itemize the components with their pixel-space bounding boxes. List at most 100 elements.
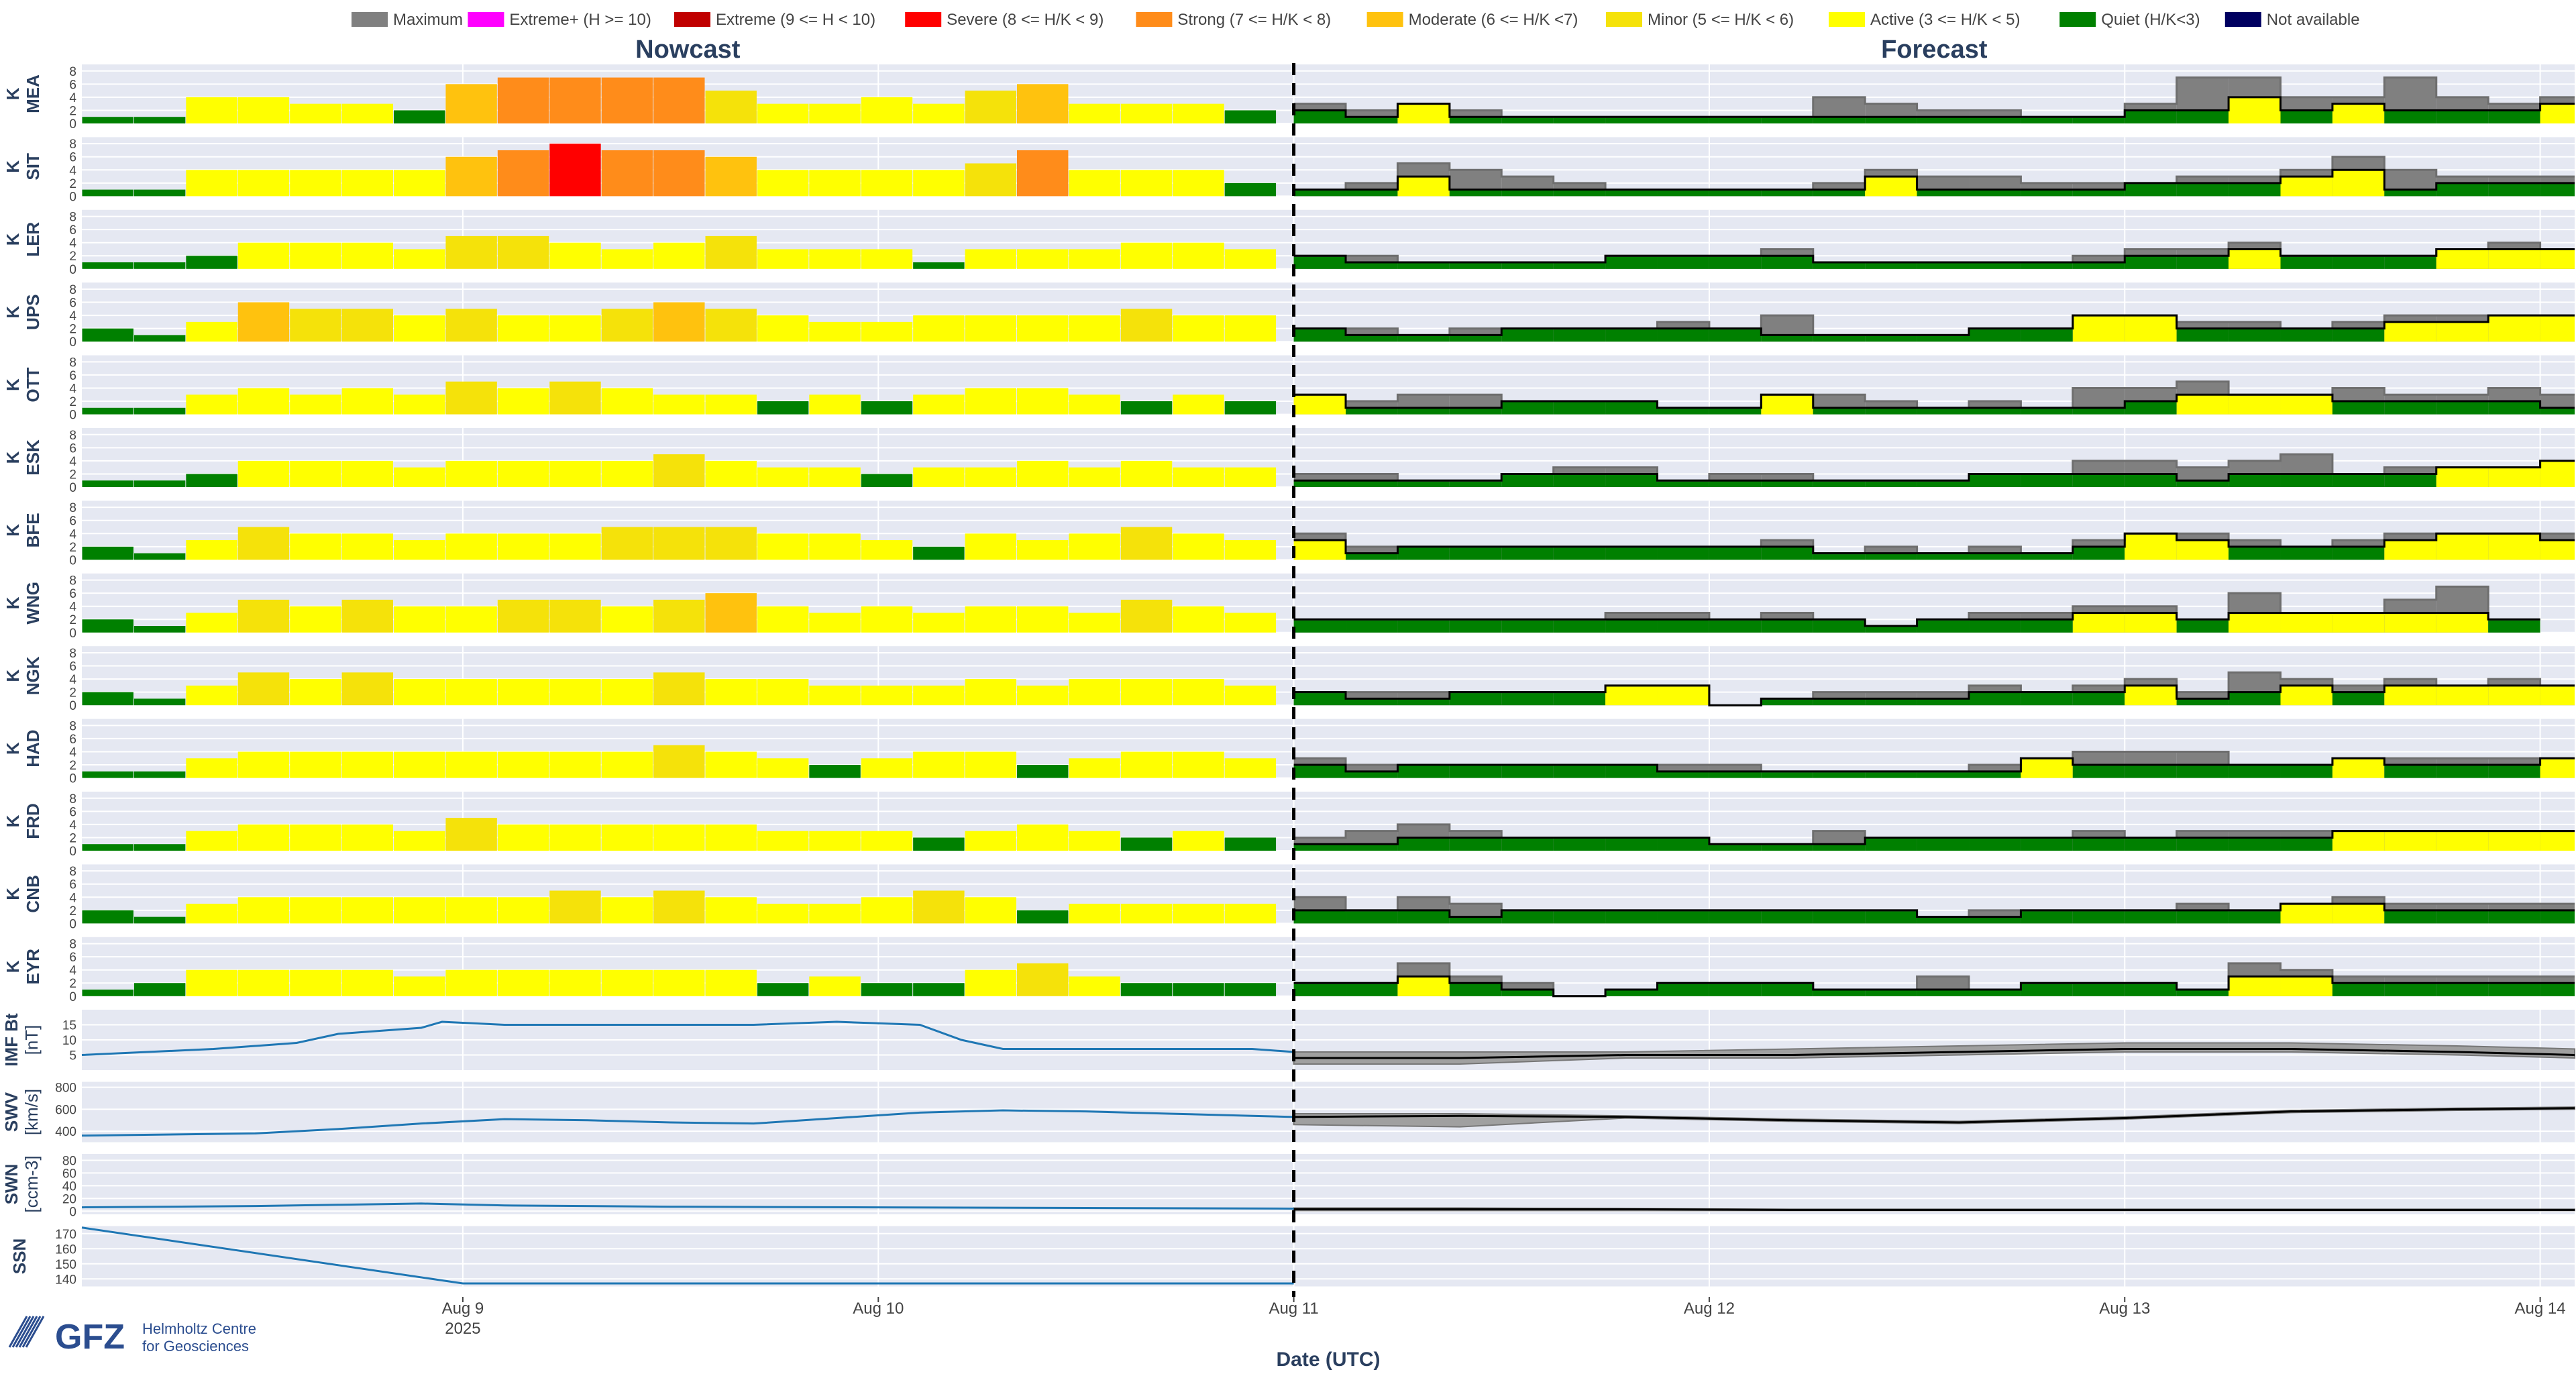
nowcast-bar (653, 77, 705, 123)
forecast-median-bar (2072, 474, 2125, 487)
nowcast-bar (394, 467, 445, 487)
nowcast-bar (237, 672, 290, 706)
forecast-median-bar (1346, 335, 1398, 342)
nowcast-bar (186, 170, 237, 197)
forecast-median-bar (1605, 910, 1658, 924)
forecast-median-bar (1813, 771, 1866, 778)
nowcast-bar (290, 103, 341, 123)
forecast-median-bar (1346, 553, 1398, 560)
nowcast-bar (1069, 976, 1120, 996)
forecast-median-bar (1761, 698, 1813, 706)
nowcast-bar (757, 533, 809, 560)
nowcast-bar (601, 77, 653, 123)
y-tick-label: 0 (69, 263, 76, 277)
forecast-header: Forecast (1881, 36, 1988, 64)
y-tick-label: 0 (69, 990, 76, 1004)
y-tick-label: 40 (62, 1179, 76, 1194)
nowcast-bar (186, 97, 237, 123)
nowcast-bar (290, 242, 341, 269)
y-axis-label-line: ESK (23, 439, 43, 476)
forecast-median-bar (2332, 613, 2385, 633)
nowcast-bar (497, 315, 549, 342)
forecast-median-bar (2280, 546, 2332, 560)
nowcast-bar (1224, 837, 1277, 851)
nowcast-bar (341, 897, 393, 924)
forecast-median-bar (1969, 771, 2021, 778)
nowcast-bar (913, 751, 965, 778)
nowcast-bar (705, 394, 757, 415)
forecast-median-bar (1761, 771, 1813, 778)
forecast-median-bar (2125, 401, 2177, 415)
y-axis-label-line: UPS (23, 294, 43, 329)
nowcast-bar (394, 679, 445, 706)
y-tick-label: 2 (69, 104, 76, 118)
forecast-median-bar (1969, 117, 2021, 123)
nowcast-bar (394, 976, 445, 996)
y-tick-label: 4 (69, 600, 76, 615)
forecast-median-bar (2229, 613, 2281, 633)
forecast-median-bar (1501, 262, 1554, 269)
nowcast-bar (290, 969, 341, 996)
nowcast-bar (1120, 401, 1173, 415)
forecast-median-bar (1709, 117, 1762, 123)
nowcast-bar (237, 969, 290, 996)
forecast-median-bar (1761, 256, 1813, 269)
logo-stripe (18, 1316, 38, 1348)
y-axis-label-line: SWN (1, 1164, 21, 1205)
nowcast-bar (549, 242, 601, 269)
nowcast-bar (133, 335, 186, 342)
forecast-median-bar (2072, 315, 2125, 342)
y-tick-label: 6 (69, 587, 76, 601)
nowcast-bar (601, 460, 653, 487)
forecast-median-bar (2072, 692, 2125, 706)
forecast-median-bar (2125, 256, 2177, 269)
nowcast-bar (1120, 103, 1173, 123)
forecast-median-bar (2488, 182, 2540, 197)
forecast-median-bar (2229, 249, 2281, 269)
y-tick-label: 8 (69, 865, 76, 879)
forecast-median-line (1293, 684, 2575, 706)
forecast-median-bar (1293, 189, 1346, 197)
nowcast-bar (394, 540, 445, 560)
forecast-median-bar (1449, 765, 1502, 778)
nowcast-bar (601, 897, 653, 924)
y-tick-label: 10 (62, 1034, 76, 1048)
forecast-median-bar (1917, 619, 1970, 633)
forecast-median-bar (2072, 983, 2125, 996)
forecast-median-bar (1865, 176, 1917, 197)
legend: Maximum Extreme+ (H >= 10) Extreme (9 <= H… (352, 11, 2360, 29)
legend-label: Active (3 <= H/K < 5) (1870, 11, 2020, 29)
y-tick-label: 170 (55, 1228, 76, 1242)
y-tick-label: 0 (69, 627, 76, 641)
nowcast-bar (913, 890, 965, 924)
forecast-median-bar (2540, 910, 2575, 924)
y-tick-label: 6 (69, 369, 76, 383)
nowcast-bar (237, 751, 290, 778)
nowcast-bar (445, 679, 497, 706)
y-tick-label: 800 (55, 1081, 76, 1096)
forecast-median-bar (2176, 540, 2229, 560)
forecast-median-bar (2436, 613, 2489, 633)
y-tick-label: 2 (69, 541, 76, 555)
forecast-median-bar (1657, 619, 1709, 633)
forecast-median-bar (2280, 904, 2332, 924)
forecast-median-bar (2125, 110, 2177, 123)
y-axis-label-line: K (3, 960, 23, 973)
forecast-median-bar (1865, 480, 1917, 487)
y-axis-label-line: FRD (23, 803, 43, 839)
nowcast-bar (82, 262, 133, 269)
forecast-median-bar (1813, 619, 1866, 633)
forecast-median-bar (2280, 613, 2332, 633)
forecast-median-bar (1657, 983, 1709, 996)
forecast-median-bar (2021, 692, 2073, 706)
forecast-median-bar (2540, 540, 2575, 560)
forecast-median-bar (2384, 110, 2436, 123)
y-tick-label: 140 (55, 1273, 76, 1287)
forecast-median-bar (2021, 619, 2073, 633)
nowcast-bar (809, 103, 861, 123)
nowcast-bar (497, 751, 549, 778)
forecast-median-bar (1293, 765, 1346, 778)
nowcast-bar (705, 527, 757, 560)
nowcast-bar (549, 533, 601, 560)
nowcast-bar (705, 969, 757, 996)
